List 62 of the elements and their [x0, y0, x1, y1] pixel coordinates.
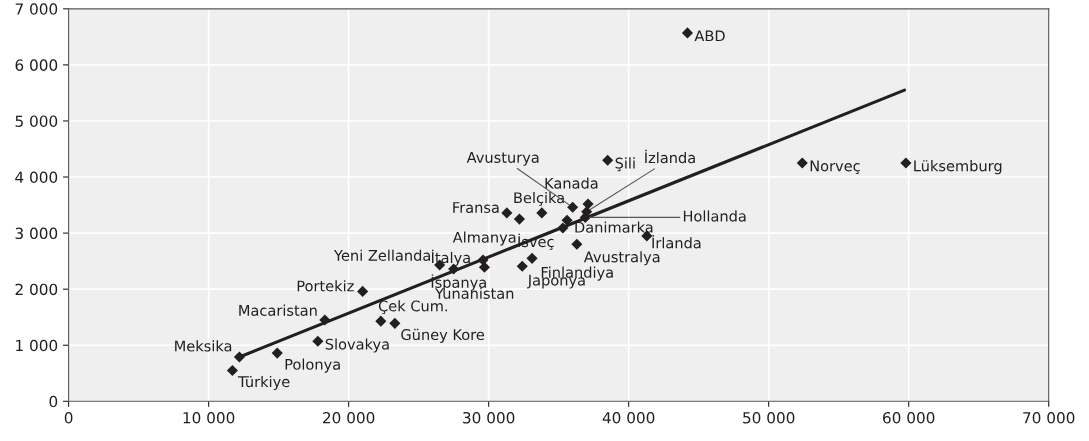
annotation: Kanada — [545, 177, 598, 189]
point — [516, 260, 528, 272]
annotation: Portekiz — [297, 280, 354, 292]
annotation: Şili — [615, 157, 635, 172]
annotation: Meksika — [175, 340, 232, 352]
y-tick-label: 4 000 — [15, 171, 58, 184]
point — [226, 364, 238, 377]
y-tick-label: 6 000 — [15, 59, 58, 71]
x-tick-label: 70 000 — [1023, 412, 1075, 424]
point — [312, 335, 324, 347]
annotation: Çek Cum. — [378, 300, 447, 315]
annotation: Lüksemburg — [914, 160, 1002, 175]
point — [681, 27, 694, 39]
point — [796, 157, 808, 169]
y-tick-label: 1 000 — [16, 339, 58, 352]
annotation: Güney Kore — [401, 328, 485, 343]
point — [501, 207, 513, 219]
annotation: Danimarka — [575, 221, 653, 233]
annotation: Almanya — [452, 231, 516, 246]
point — [319, 314, 331, 326]
y-tick-label: 7 000 — [15, 3, 58, 15]
point — [602, 154, 614, 166]
point — [375, 315, 387, 327]
x-tick-label: 30 000 — [463, 412, 515, 424]
annotation: ABD — [694, 30, 725, 42]
y-tick-label: 0 — [49, 395, 58, 408]
annotation: İtalya — [432, 249, 470, 267]
point — [389, 317, 401, 329]
point — [567, 201, 579, 213]
annotation: Türkiye — [237, 375, 290, 391]
point — [900, 157, 912, 169]
point — [536, 207, 548, 219]
point — [357, 285, 369, 297]
x-tick-label: 10 000 — [183, 412, 235, 424]
y-tick-label: 2 000 — [15, 283, 58, 296]
annotation: Yeni Zellanda — [333, 249, 430, 261]
point — [571, 238, 583, 250]
point — [233, 351, 245, 363]
annotation: Macaristan — [239, 304, 317, 316]
annotation: İrlanda — [652, 234, 701, 249]
x-tick-label: 60 000 — [883, 412, 935, 424]
point — [561, 214, 573, 226]
y-tick-label: 3 000 — [15, 227, 58, 240]
point — [477, 254, 489, 266]
point — [271, 347, 283, 359]
annotation: Slovakya — [325, 338, 389, 353]
y-tick-label: 5 000 — [15, 115, 58, 127]
point — [557, 222, 569, 234]
x-tick-label: 40 000 — [602, 412, 655, 424]
annotation: Norveç — [810, 160, 860, 175]
annotation: Avustralya — [583, 251, 660, 266]
annotation: İzlanda — [645, 149, 695, 164]
annotation: Hollanda — [683, 210, 746, 222]
annotation: Polonya — [285, 358, 340, 373]
x-tick-label: 20 000 — [323, 412, 375, 424]
annotation: Belçika — [514, 191, 564, 206]
annotation: Avusturya — [466, 152, 539, 166]
point — [526, 252, 538, 264]
x-tick-label: 0 — [64, 412, 73, 424]
annotation: Fransa — [453, 202, 499, 213]
point — [513, 213, 526, 225]
x-tick-label: 50 000 — [743, 412, 795, 424]
